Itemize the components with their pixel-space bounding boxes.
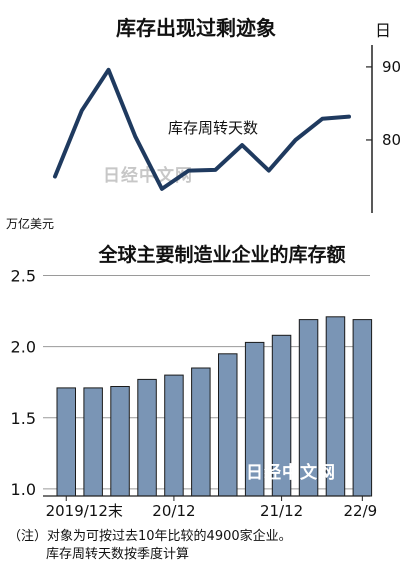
line-chart-y-ticks: 80 90 <box>366 58 400 149</box>
bar-2019/12 <box>56 387 76 497</box>
line-chart-unit-label: 日 <box>375 21 391 40</box>
bar-2021/3 <box>191 367 211 497</box>
turnover-series-line <box>53 67 351 191</box>
bar-chart-unit-label: 万亿美元 <box>6 216 54 231</box>
bar-2020/9 <box>137 378 157 497</box>
bar-2022/9 <box>352 319 373 497</box>
bar-chart-x-ticks: 2019/12末 20/12 21/12 22/9 <box>46 496 377 520</box>
bar-x-tick-label: 2019/12末 <box>46 502 123 520</box>
footnote-line-1: （注）对象为可按过去10年比较的4900家企业。 <box>8 529 292 544</box>
bar-x-tick-label: 20/12 <box>152 502 195 520</box>
bar-chart-y-ticks: 1.0 1.5 2.0 2.5 <box>11 267 36 499</box>
inventory-bar-chart: 万亿美元 全球主要制造业企业的库存额 1.0 1.5 2.0 2.5 日经中文网 20… <box>6 216 377 520</box>
bar-x-tick-label: 21/12 <box>260 502 303 520</box>
bar-2020/6 <box>110 386 130 497</box>
turnover-line-chart: 库存出现过剩迹象 日 80 90 日经中文网 库存周转天数 <box>53 16 400 213</box>
line-chart-watermark: 日经中文网 <box>103 165 193 186</box>
bar-x-tick-label: 22/9 <box>343 502 377 520</box>
bar-2020/3 <box>83 387 103 497</box>
bar-y-tick-label: 1.0 <box>11 480 36 499</box>
line-chart-title: 库存出现过剩迹象 <box>116 16 276 40</box>
line-series-label: 库存周转天数 <box>168 119 258 137</box>
line-y-tick-label: 90 <box>382 58 400 76</box>
line-y-tick-label: 80 <box>382 131 400 149</box>
footnote: （注）对象为可按过去10年比较的4900家企业。 库存周转天数按季度计算 <box>8 528 398 564</box>
bar-y-tick-label: 1.5 <box>11 409 36 428</box>
bar-2020/12 <box>164 374 184 497</box>
bar-2021/6 <box>218 353 238 497</box>
bar-y-tick-label: 2.0 <box>11 338 36 357</box>
bar-chart-title: 全球主要制造业企业的库存额 <box>97 243 345 266</box>
bar-chart-watermark: 日经中文网 <box>246 462 336 483</box>
footnote-line-2: 库存周转天数按季度计算 <box>46 547 190 562</box>
bar-y-tick-label: 2.5 <box>11 267 36 286</box>
